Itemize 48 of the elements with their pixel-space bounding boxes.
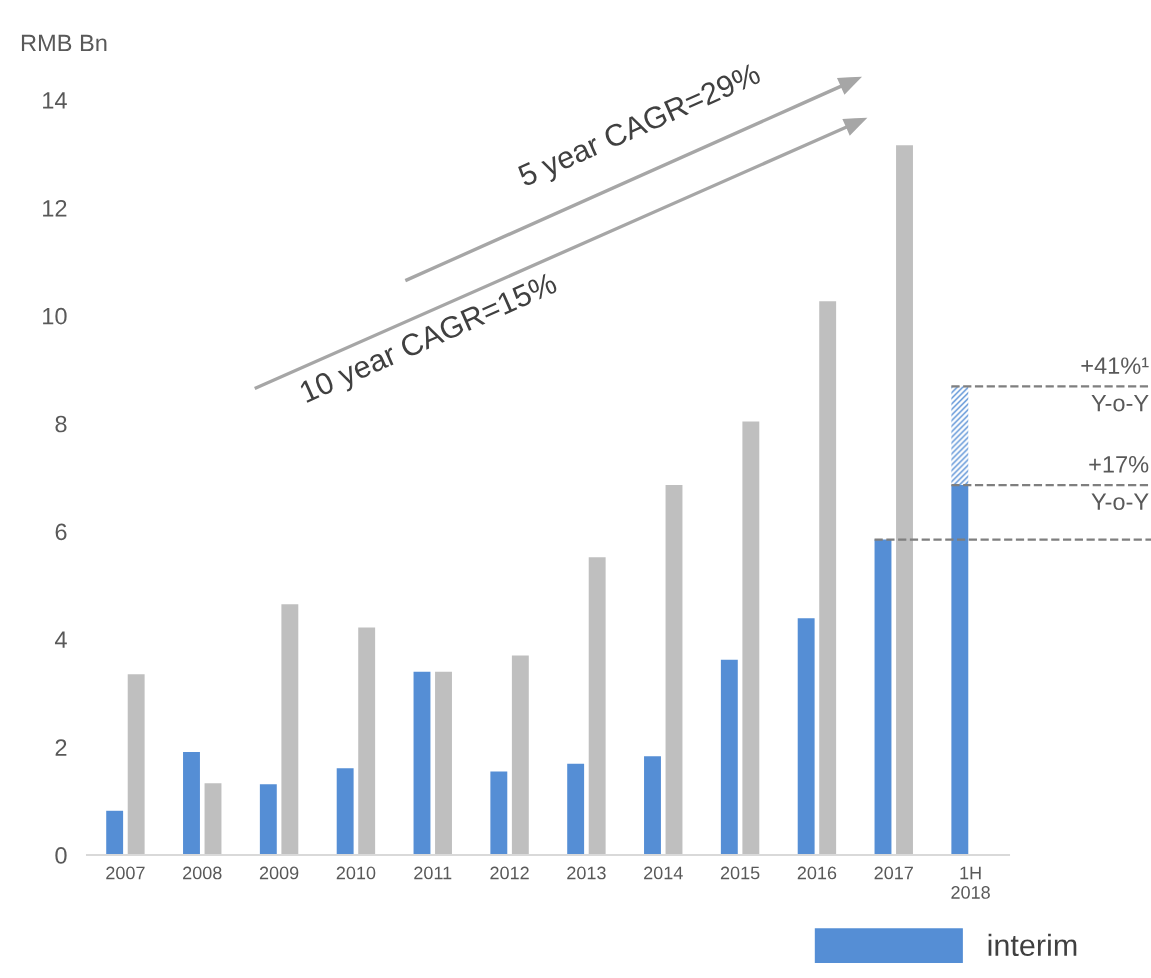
y-tick-label: 10 xyxy=(43,307,67,325)
x-tick-label: 2015 xyxy=(720,866,760,880)
bar xyxy=(358,627,376,855)
bar xyxy=(336,768,354,855)
bar xyxy=(259,784,277,855)
bar xyxy=(281,604,299,855)
bar xyxy=(644,756,661,855)
bar xyxy=(797,618,815,855)
x-tick-label: 2013 xyxy=(567,866,606,880)
bar xyxy=(951,485,969,855)
bar xyxy=(435,671,452,855)
bar xyxy=(490,771,508,855)
y-tick-label: 14 xyxy=(43,92,67,109)
bar xyxy=(874,539,892,855)
bar xyxy=(819,301,837,855)
bar xyxy=(896,145,913,855)
ref-line-label: +41%¹ Y-o-Y xyxy=(1081,357,1149,412)
ref-line-label: +17% Y-o-Y xyxy=(1089,456,1149,511)
y-axis-title: RMB Bn xyxy=(21,34,107,52)
x-tick-label: 2011 xyxy=(414,866,452,880)
x-tick-label: 2014 xyxy=(644,866,683,880)
x-tick-label: 2007 xyxy=(106,866,145,880)
bar xyxy=(413,671,431,855)
x-tick-label: 2010 xyxy=(336,866,376,880)
y-tick-label: 12 xyxy=(43,199,67,217)
x-tick-label: 2008 xyxy=(183,866,222,880)
bar xyxy=(127,674,145,855)
bar xyxy=(951,386,969,486)
bar xyxy=(204,783,222,855)
y-tick-label: 8 xyxy=(55,415,67,433)
y-tick-label: 6 xyxy=(55,523,67,541)
x-tick-label: 1H 2018 xyxy=(951,866,990,899)
legend-label: interim xyxy=(988,933,1077,957)
x-tick-label: 2009 xyxy=(259,866,299,880)
bar xyxy=(720,659,738,855)
x-tick-label: 2012 xyxy=(490,866,529,880)
x-tick-label: 2017 xyxy=(874,866,913,880)
bar xyxy=(588,557,606,855)
bar xyxy=(742,421,760,855)
y-tick-label: 2 xyxy=(55,739,67,756)
x-tick-label: 2016 xyxy=(797,866,837,880)
y-tick-label: 4 xyxy=(54,631,67,648)
y-tick-label: 0 xyxy=(55,847,67,864)
bar xyxy=(183,752,200,855)
bar xyxy=(665,485,683,855)
bar xyxy=(511,655,529,855)
bar xyxy=(567,763,585,855)
bar xyxy=(106,810,124,855)
